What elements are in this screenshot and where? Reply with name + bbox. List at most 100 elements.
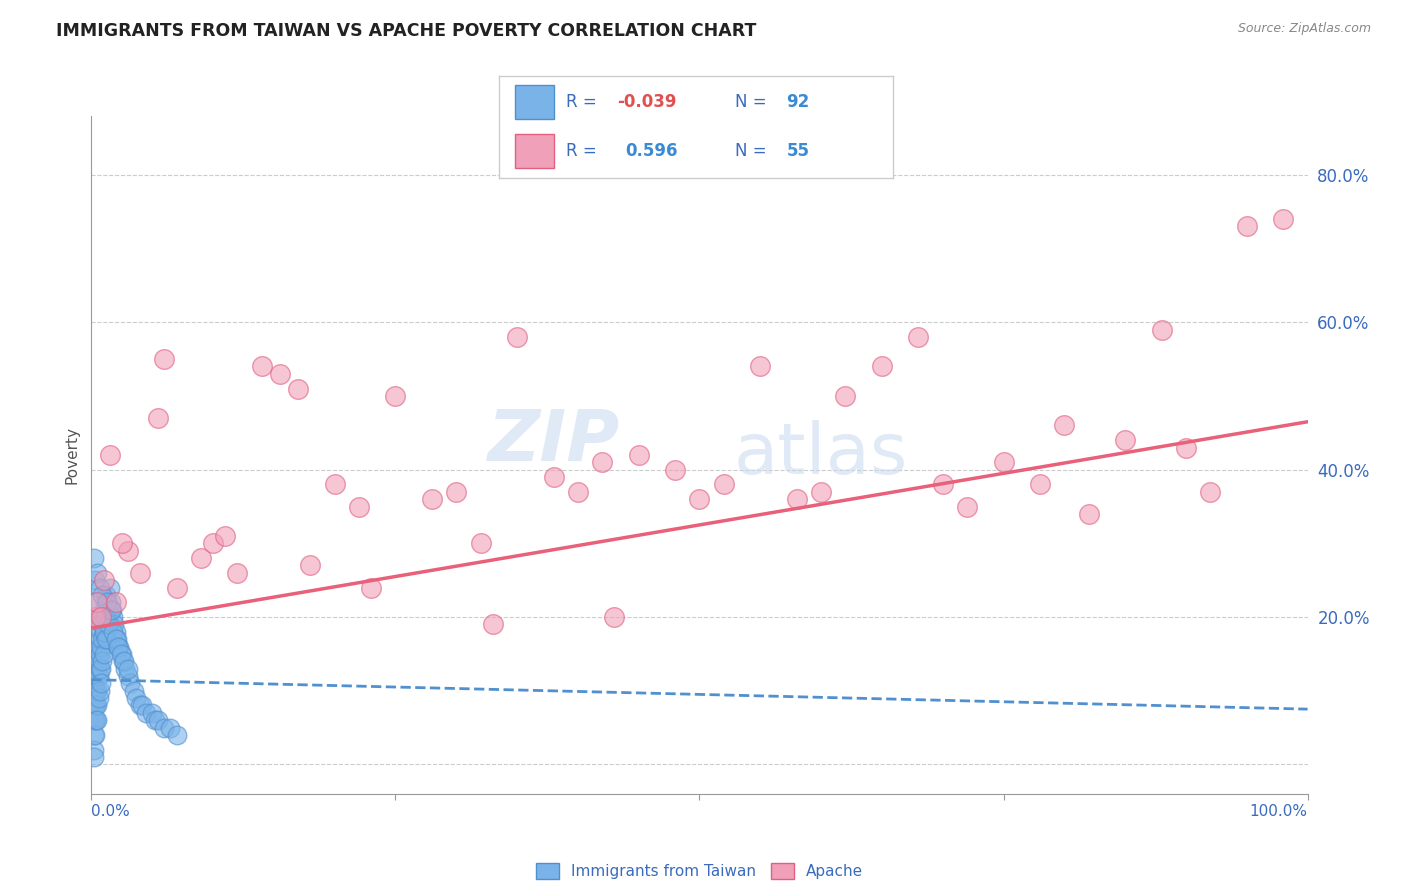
Point <box>89 632 111 647</box>
Point <box>90 640 112 654</box>
Point <box>1114 433 1136 447</box>
Point <box>120 676 142 690</box>
Point <box>84 573 107 587</box>
Point <box>91 588 114 602</box>
FancyBboxPatch shape <box>515 135 554 168</box>
Point <box>347 500 370 514</box>
Text: 0.596: 0.596 <box>626 142 678 161</box>
Text: N =: N = <box>735 93 772 111</box>
Text: R =: R = <box>567 142 607 161</box>
Point <box>84 595 107 609</box>
Point <box>84 683 107 698</box>
Point <box>90 617 112 632</box>
Point <box>93 602 115 616</box>
Point <box>166 728 188 742</box>
Point <box>83 742 105 756</box>
Point <box>94 617 117 632</box>
Point <box>90 624 112 639</box>
Point <box>107 640 129 654</box>
Point <box>96 595 118 609</box>
Point <box>100 595 122 609</box>
Legend: Immigrants from Taiwan, Apache: Immigrants from Taiwan, Apache <box>529 855 870 887</box>
Point <box>84 698 107 713</box>
Point <box>713 477 735 491</box>
Point <box>135 706 157 720</box>
Point <box>86 647 108 661</box>
Point <box>159 721 181 735</box>
Point <box>420 492 443 507</box>
Point <box>131 698 153 713</box>
Point <box>86 683 108 698</box>
Point <box>269 367 291 381</box>
Point <box>543 470 565 484</box>
Point <box>86 595 108 609</box>
Text: Source: ZipAtlas.com: Source: ZipAtlas.com <box>1237 22 1371 36</box>
Point <box>97 602 120 616</box>
Point <box>104 632 127 647</box>
Point <box>89 662 111 676</box>
Point <box>1199 484 1222 499</box>
Point <box>111 647 134 661</box>
Point <box>83 551 105 566</box>
Point <box>129 566 152 580</box>
Point <box>87 640 110 654</box>
Point <box>105 632 128 647</box>
Point <box>107 640 129 654</box>
Point <box>153 352 176 367</box>
Point <box>470 536 492 550</box>
Point <box>664 463 686 477</box>
Point <box>90 662 112 676</box>
Point <box>84 669 107 683</box>
Point <box>993 455 1015 469</box>
Point <box>323 477 346 491</box>
Point <box>603 610 626 624</box>
Point <box>110 647 132 661</box>
Point <box>96 632 118 647</box>
Point <box>190 551 212 566</box>
Point <box>94 624 117 639</box>
Point <box>83 698 105 713</box>
Point <box>86 662 108 676</box>
Text: atlas: atlas <box>734 420 908 490</box>
Point <box>141 706 163 720</box>
Text: 92: 92 <box>786 93 810 111</box>
Point <box>91 654 114 668</box>
Point <box>97 617 120 632</box>
Text: 0.0%: 0.0% <box>91 805 131 819</box>
Point <box>84 728 107 742</box>
Point <box>101 602 124 616</box>
Point <box>688 492 710 507</box>
Point <box>87 654 110 668</box>
Point <box>103 617 125 632</box>
Point <box>907 330 929 344</box>
Point <box>83 750 105 764</box>
Point <box>1236 219 1258 234</box>
Point <box>86 698 108 713</box>
Point <box>114 662 136 676</box>
FancyBboxPatch shape <box>515 85 554 119</box>
Point <box>1150 323 1173 337</box>
Point <box>90 610 112 624</box>
Point <box>627 448 650 462</box>
Point <box>94 595 117 609</box>
Point <box>96 595 118 609</box>
Point <box>287 382 309 396</box>
Point <box>591 455 613 469</box>
Point <box>1029 477 1052 491</box>
Point <box>360 581 382 595</box>
Point <box>1053 418 1076 433</box>
Point <box>506 330 529 344</box>
Point <box>89 647 111 661</box>
Point <box>810 484 832 499</box>
Point <box>84 683 107 698</box>
Point <box>91 632 114 647</box>
Point <box>143 713 166 727</box>
Point <box>83 728 105 742</box>
Point <box>250 359 273 374</box>
Point <box>148 713 170 727</box>
Point <box>84 713 107 727</box>
Point <box>84 698 107 713</box>
Point <box>153 721 176 735</box>
Point <box>87 669 110 683</box>
Point <box>84 713 107 727</box>
